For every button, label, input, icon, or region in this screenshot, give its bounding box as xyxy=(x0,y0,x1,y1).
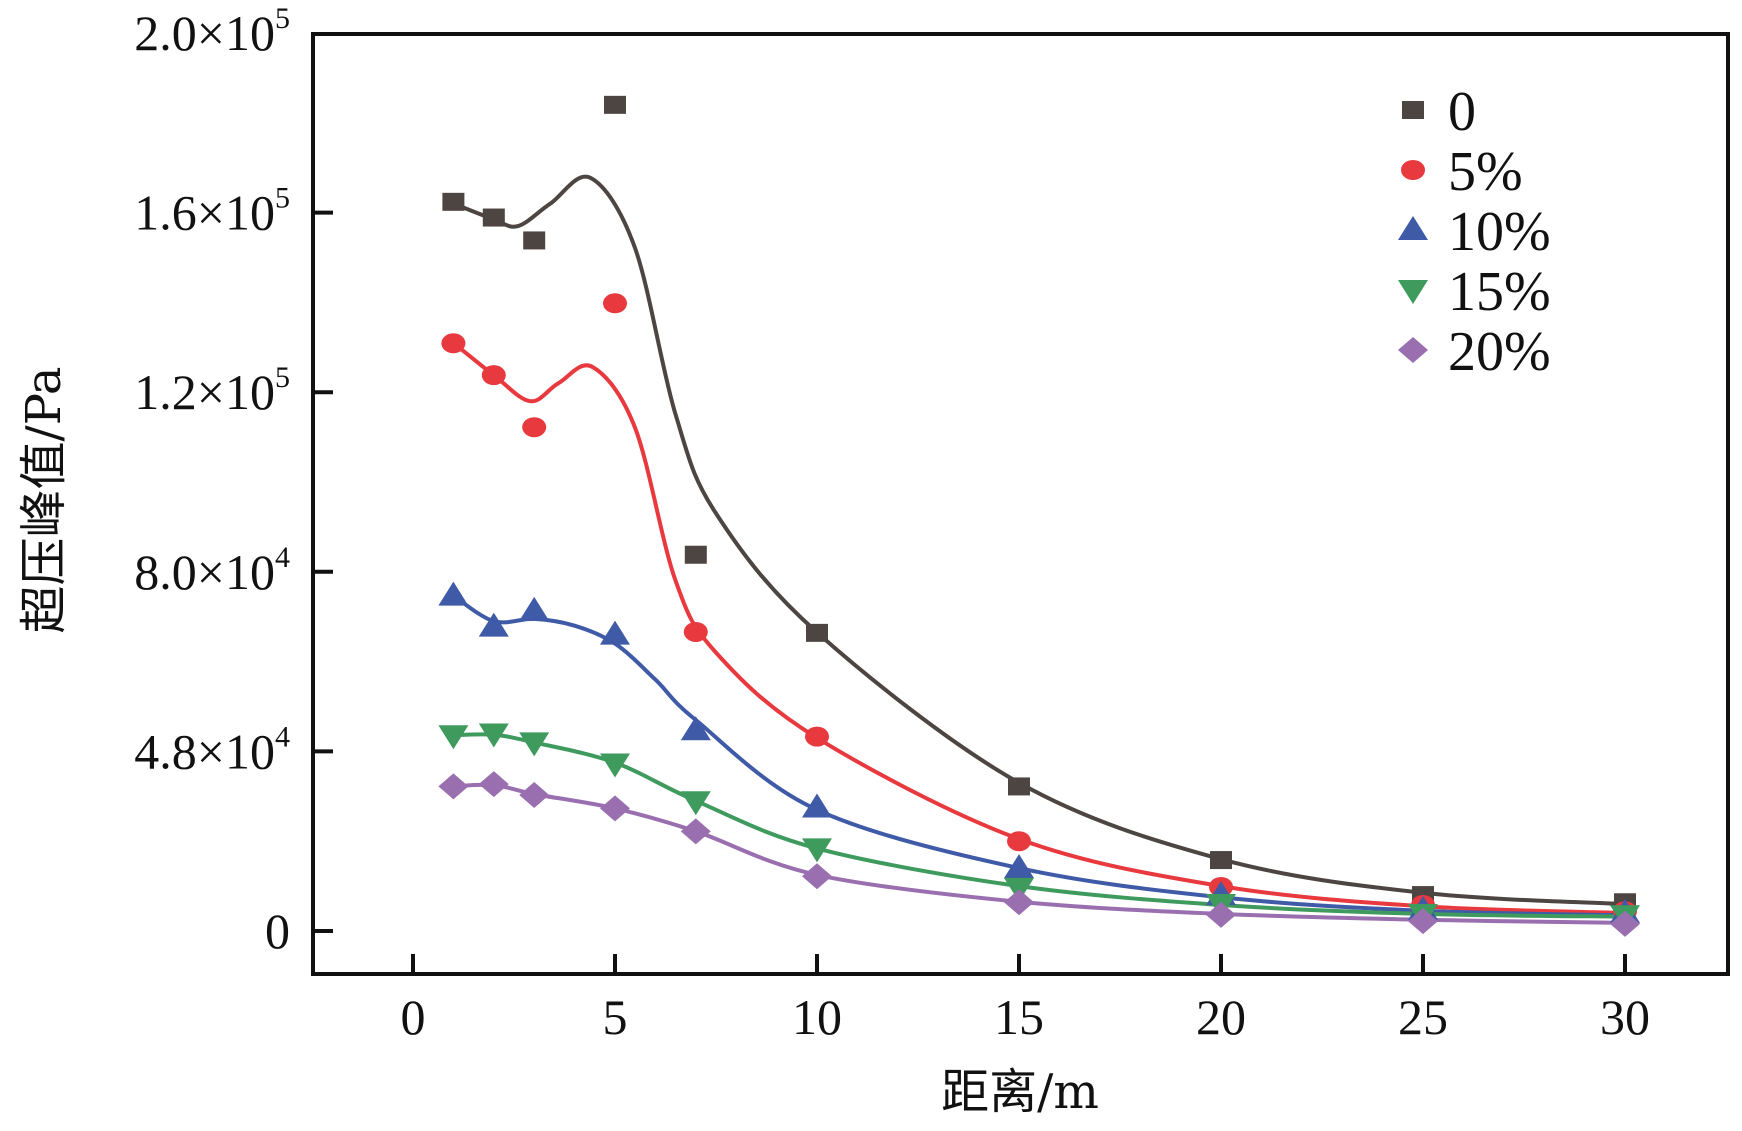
legend-marker-1 xyxy=(1401,160,1425,180)
series-2-point xyxy=(680,716,711,741)
series-4-point xyxy=(438,773,469,800)
y-tick-label: 4.8×104 xyxy=(134,720,290,779)
series-0-point xyxy=(1008,777,1030,796)
y-tick-mantissa: 8.0×10 xyxy=(134,544,275,600)
x-axis: 0 5 10 15 20 25 30 xyxy=(401,954,1650,1045)
series-1-point xyxy=(683,621,708,642)
x-tick-label: 10 xyxy=(792,989,842,1045)
x-tick-label: 5 xyxy=(603,989,628,1045)
legend-label: 20% xyxy=(1448,321,1551,383)
y-axis-title: 超压峰值/Pa xyxy=(16,367,72,634)
series-2-point xyxy=(438,581,469,606)
series-4-point xyxy=(1610,910,1640,937)
series-0-point xyxy=(523,231,546,250)
y-tick-mantissa: 4.8×10 xyxy=(134,723,275,779)
series-4-point xyxy=(1408,908,1438,935)
x-tick-label: 15 xyxy=(994,989,1044,1045)
series-3-point xyxy=(600,753,630,778)
series-2-point xyxy=(478,612,509,637)
legend-marker-2 xyxy=(1398,216,1428,240)
series-1-point xyxy=(441,333,466,354)
series-4-point xyxy=(680,818,711,845)
series-3-point xyxy=(478,723,509,748)
series-4-point xyxy=(600,795,630,822)
legend-label: 15% xyxy=(1448,261,1551,323)
series-3-point xyxy=(519,732,550,757)
x-tick-label: 20 xyxy=(1196,989,1246,1045)
series-4-point xyxy=(802,863,832,890)
x-tick-label: 0 xyxy=(401,989,426,1045)
y-tick-exponent: 5 xyxy=(275,182,290,215)
data-markers xyxy=(438,95,1640,937)
series-1-point xyxy=(805,726,829,747)
legend-label: 0 xyxy=(1448,81,1476,143)
series-0-point xyxy=(482,208,505,227)
series-1-point xyxy=(1007,831,1031,852)
series-3-point xyxy=(438,725,469,750)
series-0-point xyxy=(806,623,828,642)
legend-marker-4 xyxy=(1398,337,1428,363)
series-3-fit-line xyxy=(453,732,1626,919)
y-tick-label: 0 xyxy=(265,903,290,959)
series-2-point xyxy=(1004,854,1034,879)
series-1-point xyxy=(522,417,547,438)
y-tick-label: 1.2×105 xyxy=(134,361,290,420)
series-2-point xyxy=(600,620,630,645)
y-tick-mantissa: 2.0×10 xyxy=(134,5,275,61)
legend-label: 5% xyxy=(1448,141,1523,203)
x-axis-title: 距离/m xyxy=(941,1064,1099,1120)
y-tick-exponent: 4 xyxy=(275,541,290,574)
series-1-fit-line xyxy=(452,341,1626,915)
y-tick-mantissa: 0 xyxy=(265,903,290,959)
y-tick-exponent: 5 xyxy=(275,361,290,394)
legend: 05%10%15%20% xyxy=(1398,81,1551,383)
y-tick-mantissa: 1.6×10 xyxy=(134,185,275,241)
legend-marker-0 xyxy=(1402,101,1424,119)
series-2-point xyxy=(519,596,550,621)
series-0-point xyxy=(604,95,626,114)
y-tick-mantissa: 1.2×10 xyxy=(134,364,275,420)
legend-marker-3 xyxy=(1398,280,1428,304)
series-0-point xyxy=(442,192,465,211)
legend-label: 10% xyxy=(1448,201,1551,263)
y-tick-label: 1.6×105 xyxy=(134,182,290,241)
y-tick-exponent: 5 xyxy=(275,2,290,35)
y-tick-exponent: 4 xyxy=(275,720,290,753)
series-1-point xyxy=(603,293,627,314)
series-0-point xyxy=(1210,851,1232,870)
x-tick-label: 25 xyxy=(1398,989,1448,1045)
series-3-point xyxy=(680,791,711,816)
series-4-point xyxy=(1206,901,1236,928)
series-4-fit-line xyxy=(453,782,1626,925)
series-0-point xyxy=(684,545,707,564)
series-0-fit-line xyxy=(452,174,1626,907)
series-2-point xyxy=(802,793,832,818)
series-4-point xyxy=(478,771,509,798)
series-3-point xyxy=(802,838,832,863)
y-tick-label: 2.0×105 xyxy=(134,2,290,61)
series-1-point xyxy=(481,365,506,386)
series-4-point xyxy=(1004,889,1034,916)
x-tick-label: 30 xyxy=(1600,989,1650,1045)
y-tick-label: 8.0×104 xyxy=(134,541,290,600)
series-4-point xyxy=(519,781,550,808)
